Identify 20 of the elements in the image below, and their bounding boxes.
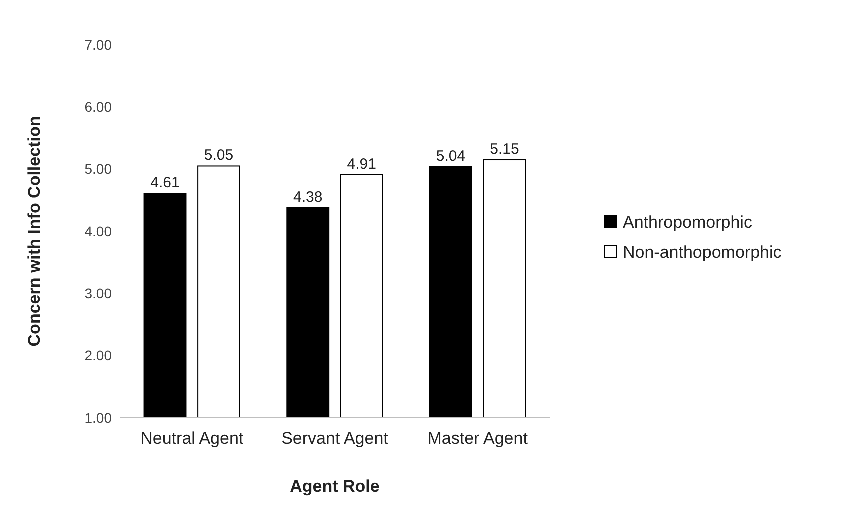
x-tick-label: Neutral Agent [140,429,244,448]
legend-label: Non-anthopomorphic [623,242,782,262]
y-axis-title: Concern with Info Collection [25,116,44,347]
data-label: 4.61 [150,174,180,192]
y-tick-label: 1.00 [84,410,112,426]
y-tick-label: 7.00 [84,36,112,53]
x-tick-label: Servant Agent [282,429,389,448]
data-label: 5.05 [204,147,234,164]
data-label: 5.15 [490,141,520,158]
y-tick-label: 3.00 [84,286,112,302]
y-tick-label: 4.00 [84,223,112,240]
x-tick-label: Master Agent [428,429,528,448]
data-label: 5.04 [436,148,466,165]
legend-label: Anthropomorphic [623,212,753,232]
data-label: 4.91 [347,156,376,173]
y-tick-label: 5.00 [84,161,112,178]
data-label: 4.38 [294,188,323,206]
y-tick-label: 6.00 [84,99,112,116]
x-axis-title: Agent Role [290,477,380,496]
y-tick-label: 2.00 [84,348,112,364]
